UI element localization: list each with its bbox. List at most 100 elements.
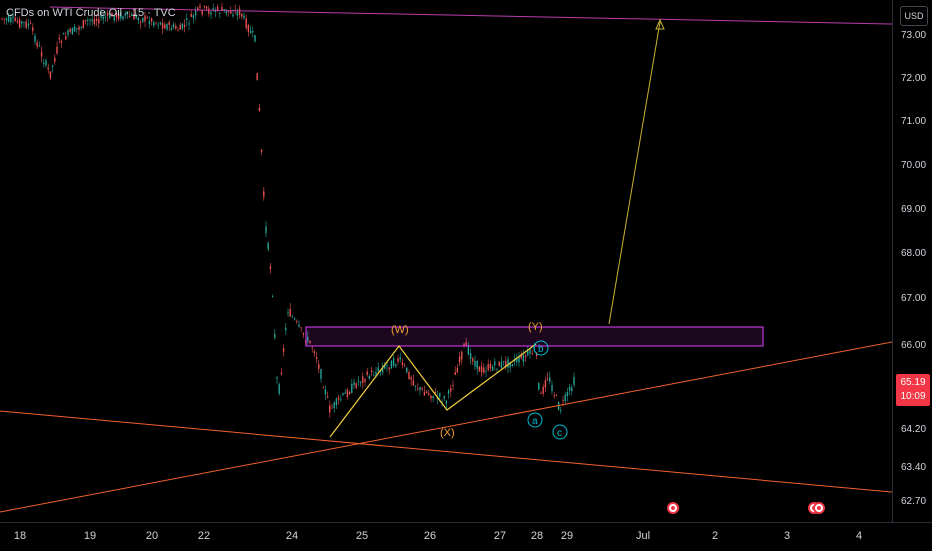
projection-arrow[interactable] bbox=[608, 21, 661, 325]
candle-body bbox=[144, 15, 146, 22]
candle-body bbox=[351, 384, 353, 393]
candle-body bbox=[333, 402, 335, 409]
candle-body bbox=[267, 242, 269, 250]
candle-body bbox=[12, 16, 14, 18]
candle-body bbox=[230, 10, 232, 14]
last-price: 65.19 bbox=[900, 377, 926, 388]
wave-label-w: (W) bbox=[391, 324, 409, 336]
wxy-pattern-line[interactable] bbox=[329, 343, 537, 438]
candle-body bbox=[375, 371, 377, 376]
candle-body bbox=[412, 380, 415, 386]
candle-body bbox=[538, 382, 540, 390]
candle-body bbox=[293, 318, 296, 320]
candle-body bbox=[511, 364, 514, 366]
candle-body bbox=[142, 17, 144, 22]
candle-body bbox=[498, 361, 500, 367]
candle-body bbox=[566, 392, 569, 396]
candle-body bbox=[82, 20, 85, 29]
candle-body bbox=[425, 391, 428, 393]
candle-body bbox=[106, 12, 109, 16]
candle-body bbox=[166, 24, 168, 30]
time-axis[interactable] bbox=[0, 522, 932, 551]
candle-body bbox=[197, 7, 199, 10]
candle-body bbox=[403, 365, 406, 367]
candle-body bbox=[269, 266, 272, 269]
falling-trendline[interactable] bbox=[0, 410, 893, 493]
price-tick: 63.40 bbox=[901, 462, 927, 473]
price-tick: 71.00 bbox=[901, 116, 927, 127]
candle-body bbox=[263, 191, 265, 197]
minor-wave-circle-c bbox=[552, 424, 568, 440]
candle-body bbox=[469, 353, 472, 360]
candle-body bbox=[181, 23, 184, 29]
resistance-line[interactable] bbox=[49, 6, 893, 25]
time-tick: 3 bbox=[783, 530, 791, 542]
candle-body bbox=[60, 40, 63, 43]
candle-body bbox=[172, 24, 175, 28]
candle-body bbox=[560, 410, 562, 412]
candle-body bbox=[454, 372, 456, 376]
time-tick: 24 bbox=[285, 530, 299, 542]
candle-body bbox=[329, 405, 331, 413]
candle-body bbox=[225, 9, 228, 14]
candle-body bbox=[337, 397, 340, 400]
candle-body bbox=[80, 27, 82, 29]
candle-body bbox=[313, 351, 316, 353]
candle-body bbox=[188, 23, 190, 25]
candle-body bbox=[357, 380, 360, 382]
candle-body bbox=[49, 71, 52, 79]
candle-body bbox=[505, 361, 507, 367]
candle-body bbox=[168, 21, 170, 25]
candle-body bbox=[535, 352, 538, 356]
price-axis[interactable] bbox=[892, 0, 932, 522]
candle-body bbox=[51, 65, 54, 67]
candle-body bbox=[324, 389, 327, 395]
wave-label-y: (Y) bbox=[528, 321, 543, 333]
us-economic-event-icon[interactable] bbox=[667, 502, 679, 514]
time-tick: 18 bbox=[13, 530, 27, 542]
candle-body bbox=[419, 387, 421, 391]
candle-body bbox=[496, 368, 498, 370]
candle-body bbox=[62, 32, 65, 35]
rising-trendline[interactable] bbox=[0, 341, 893, 513]
candle-body bbox=[408, 372, 410, 379]
candle-body bbox=[401, 362, 404, 366]
symbol-title[interactable]: CFDs on WTI Crude Oil · 15 · TVC bbox=[6, 7, 176, 19]
candle-body bbox=[104, 16, 107, 18]
candle-body bbox=[54, 57, 56, 62]
candle-body bbox=[7, 15, 10, 22]
candle-body bbox=[461, 351, 463, 360]
candle-body bbox=[109, 13, 111, 19]
candle-body bbox=[148, 21, 151, 25]
candle-body bbox=[300, 327, 302, 329]
candle-body bbox=[500, 362, 503, 368]
candle-body bbox=[265, 226, 267, 234]
candle-body bbox=[14, 17, 16, 21]
candle-body bbox=[529, 348, 531, 354]
candle-body bbox=[69, 28, 71, 32]
candle-body bbox=[359, 381, 362, 383]
time-tick: 19 bbox=[83, 530, 97, 542]
candle-body bbox=[340, 399, 342, 401]
candle-body bbox=[100, 13, 102, 18]
candle-body bbox=[179, 24, 181, 30]
candle-body bbox=[111, 13, 113, 17]
candle-body bbox=[155, 22, 157, 24]
candle-body bbox=[10, 17, 12, 23]
candle-body bbox=[177, 30, 179, 31]
candle-body bbox=[489, 363, 492, 369]
currency-button[interactable]: USD bbox=[900, 6, 928, 26]
candle-body bbox=[430, 395, 432, 399]
candle-body bbox=[227, 10, 230, 12]
candle-body bbox=[175, 26, 177, 29]
candle-body bbox=[555, 395, 558, 397]
candle-body bbox=[223, 9, 225, 11]
bar-countdown: 10:09 bbox=[900, 391, 926, 402]
candle-body bbox=[245, 18, 247, 29]
candle-body bbox=[32, 27, 34, 32]
candle-body bbox=[474, 360, 476, 367]
us-economic-event-icon[interactable] bbox=[813, 502, 825, 514]
candle-body bbox=[549, 377, 551, 382]
candle-body bbox=[318, 364, 320, 369]
